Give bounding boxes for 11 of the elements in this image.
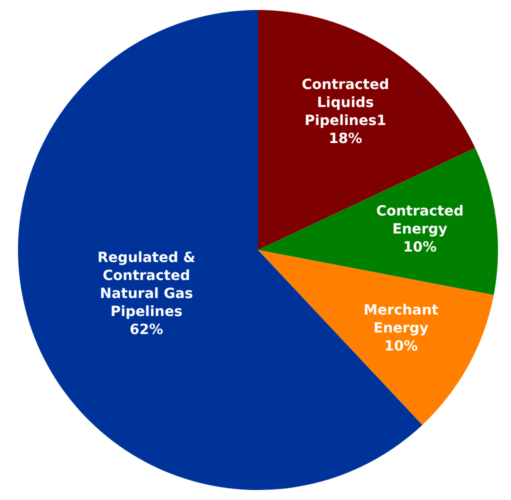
slice-label: Contracted Liquids Pipelines1 [302,77,390,130]
slice-label: Contracted Energy [376,203,464,238]
data-label: 62% [130,322,164,338]
pie-slice [258,148,498,295]
slice-label: Regulated & Contracted Natural Gas Pipelines [98,250,196,320]
data-label: 18% [328,131,362,148]
slice-label: Merchant Energy [364,302,439,336]
pie-slice [258,10,476,250]
data-label: 10% [403,239,437,256]
pie-slice [258,250,494,425]
data-label: 10% [384,338,418,354]
